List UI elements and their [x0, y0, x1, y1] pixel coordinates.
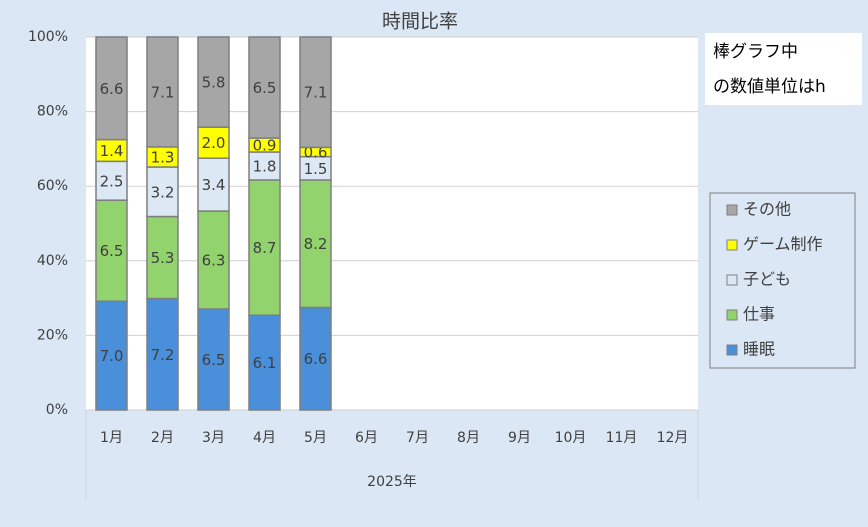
x-group-label: 2025年: [367, 474, 417, 490]
data-label: 6.3: [202, 252, 226, 270]
x-tick-label: 6月: [355, 430, 378, 446]
legend-swatch: [726, 344, 738, 356]
x-tick-label: 10月: [555, 430, 587, 446]
y-tick-label: 80%: [37, 104, 68, 120]
annotation-box: [705, 33, 862, 105]
data-label: 1.3: [151, 148, 175, 166]
bar-segment: [197, 126, 230, 159]
bar-segment: [95, 36, 128, 141]
bar-segment: [197, 308, 230, 411]
bar-segment: [95, 300, 128, 411]
data-label: 6.5: [253, 79, 277, 97]
data-label: 3.4: [202, 176, 226, 194]
bar-segment: [146, 215, 179, 300]
data-label: 6.1: [253, 354, 277, 372]
data-label: 6.5: [202, 351, 226, 369]
legend-label: 睡眠: [743, 340, 775, 359]
bar-segment: [299, 179, 332, 309]
data-label: 5.8: [202, 74, 226, 92]
x-tick-label: 3月: [202, 430, 225, 446]
legend-swatch: [726, 274, 738, 286]
data-label: 7.1: [304, 84, 328, 102]
data-label: 1.8: [253, 157, 277, 175]
legend-label: 子ども: [743, 270, 791, 289]
data-label: 2.5: [100, 172, 124, 190]
data-label: 7.0: [100, 347, 124, 365]
data-label: 1.5: [304, 160, 328, 178]
data-label: 3.2: [151, 183, 175, 201]
y-tick-label: 100%: [28, 29, 68, 45]
x-tick-label: 5月: [304, 430, 327, 446]
bar-segment: [299, 306, 332, 411]
data-label: 8.2: [304, 235, 328, 253]
annotation: 棒グラフ中: [713, 42, 798, 62]
bar-segment: [299, 36, 332, 149]
y-tick-label: 20%: [37, 327, 68, 343]
plot-area: [86, 37, 698, 410]
x-tick-label: 9月: [508, 430, 531, 446]
x-tick-label: 4月: [253, 430, 276, 446]
x-tick-label: 11月: [606, 430, 638, 446]
legend-label: その他: [743, 200, 791, 219]
bar-segment: [95, 160, 128, 201]
bar-segment: [146, 166, 179, 218]
x-tick-label: 8月: [457, 430, 480, 446]
data-label: 1.4: [100, 142, 124, 160]
bar-segment: [146, 36, 179, 148]
y-tick-label: 60%: [37, 178, 68, 194]
data-label: 2.0: [202, 134, 226, 152]
data-label: 7.1: [151, 83, 175, 101]
bar-segment: [146, 297, 179, 411]
y-tick-label: 40%: [37, 253, 68, 269]
x-tick-label: 12月: [657, 430, 689, 446]
legend-swatch: [726, 309, 738, 321]
bar-segment: [248, 36, 281, 139]
data-label: 6.6: [100, 80, 124, 98]
data-label: 8.7: [253, 239, 277, 257]
x-tick-label: 2月: [151, 430, 174, 446]
bar-segment: [197, 36, 230, 128]
data-label: 0.9: [253, 137, 277, 155]
x-tick-label: 1月: [100, 430, 123, 446]
legend-swatch: [726, 204, 738, 216]
data-label: 5.3: [151, 249, 175, 267]
data-label: 6.6: [304, 350, 328, 368]
y-tick-label: 0%: [46, 402, 68, 418]
data-label: 7.2: [151, 346, 175, 364]
chart-title: 時間比率: [382, 11, 458, 33]
data-label: 6.5: [100, 242, 124, 260]
x-tick-label: 7月: [406, 430, 429, 446]
annotation: の数値単位はh: [713, 77, 826, 97]
legend-swatch: [726, 239, 738, 251]
legend-label: ゲーム制作: [743, 235, 823, 254]
legend-label: 仕事: [743, 305, 775, 324]
